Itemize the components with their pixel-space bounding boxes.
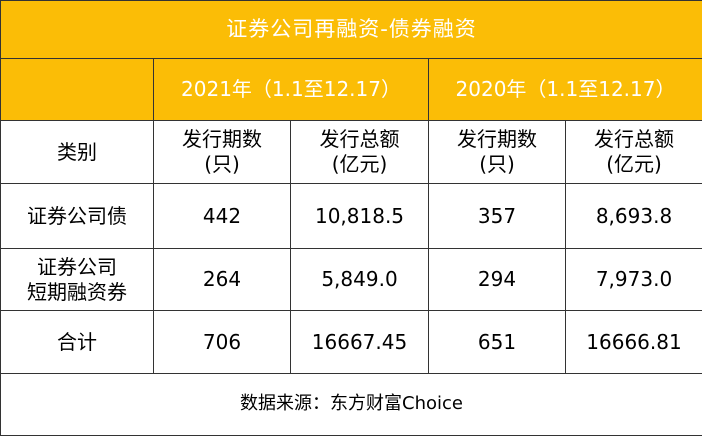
table-title: 证券公司再融资-债券融资 [1,1,702,59]
row-label: 证券公司债 [1,184,154,249]
cell: 5,849.0 [291,249,429,311]
source-note: 数据来源：东方财富Choice [1,374,702,436]
column-header: 发行总额 (亿元) [291,121,429,184]
cell: 8,693.8 [566,184,702,249]
column-header: 发行总额 (亿元) [566,121,702,184]
group-header: 2021年（1.1至12.17） [154,59,429,121]
cell: 7,973.0 [566,249,702,311]
cell: 651 [429,311,566,374]
cell: 10,818.5 [291,184,429,249]
column-header-row: 类别发行期数 (只)发行总额 (亿元)发行期数 (只)发行总额 (亿元) [1,121,702,184]
row-label: 证券公司 短期融资券 [1,249,154,311]
column-header: 发行期数 (只) [429,121,566,184]
cell: 357 [429,184,566,249]
cell: 442 [154,184,291,249]
row-label: 合计 [1,311,154,374]
header-blank [1,59,154,121]
column-header: 类别 [1,121,154,184]
cell: 16666.81 [566,311,702,374]
cell: 294 [429,249,566,311]
group-header: 2020年（1.1至12.17） [429,59,702,121]
cell: 16667.45 [291,311,429,374]
cell: 706 [154,311,291,374]
column-header: 发行期数 (只) [154,121,291,184]
cell: 264 [154,249,291,311]
